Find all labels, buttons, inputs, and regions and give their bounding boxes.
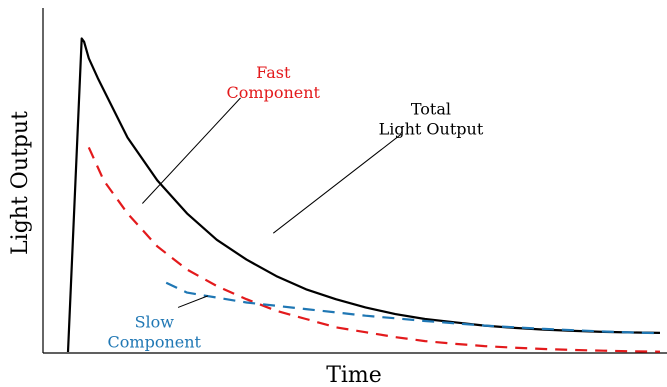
leader-line-total-light-output [272, 133, 402, 234]
series-label-fast-component-line-1: Fast [256, 63, 291, 82]
series-layer [66, 37, 661, 353]
series-label-fast-component-line-2: Component [227, 83, 321, 102]
series-line-slow-component [165, 281, 661, 335]
leader-line-fast-component [142, 97, 241, 204]
series-label-slow-component-line-1: Slow [135, 312, 175, 331]
leader-line-slow-component [177, 295, 209, 308]
x-axis-label: Time [326, 363, 382, 387]
y-axis-label: Light Output [8, 111, 33, 255]
series-line-fast-component [87, 146, 661, 353]
series-label-total-light-output-line-1: Total [411, 99, 451, 118]
series-label-total-light-output-line-2: Light Output [379, 119, 484, 138]
series-line-total-light-output [66, 37, 661, 353]
axes [42, 8, 667, 354]
series-label-slow-component-line-2: Component [108, 332, 202, 351]
